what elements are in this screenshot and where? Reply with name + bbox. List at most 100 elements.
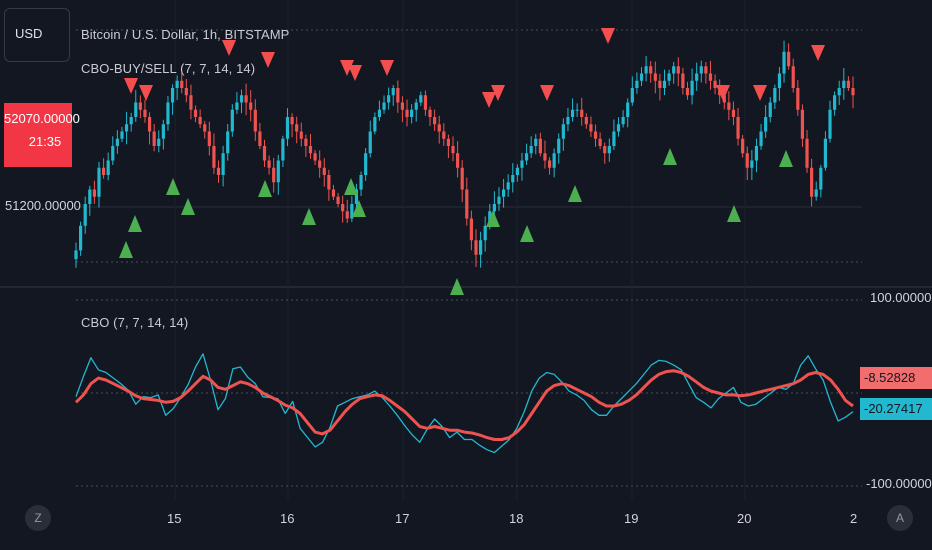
candle-body <box>331 189 336 197</box>
candle-body <box>359 175 363 190</box>
candle-body <box>782 51 786 74</box>
signal-line <box>74 369 854 441</box>
candle-body <box>327 175 331 190</box>
candle-body <box>226 131 230 154</box>
buy-signal-marker <box>663 148 677 165</box>
candle-body <box>152 131 156 146</box>
candle-body <box>313 153 317 161</box>
candle-body <box>414 102 418 110</box>
candle-body <box>230 109 234 132</box>
buy-signal-marker <box>727 205 741 222</box>
candle-body <box>341 204 345 212</box>
candle-body <box>681 73 685 88</box>
buy-signal-marker <box>352 200 366 217</box>
sell-signal-marker <box>340 60 354 76</box>
candle-body <box>635 80 639 88</box>
candle-body <box>193 109 198 117</box>
buy-signal-marker <box>119 241 133 258</box>
candle-body <box>157 138 161 146</box>
osc-axis-top: 100.00000 <box>870 290 932 305</box>
sell-signal-marker <box>601 28 615 44</box>
buy-signal-marker <box>181 198 195 215</box>
candle-body <box>543 153 547 161</box>
candle-body <box>322 167 326 175</box>
current-price-tag: 52070.00000 21:35 <box>4 103 80 167</box>
candle-body <box>570 109 575 117</box>
cbo-value-tag: -20.27417 <box>860 398 932 420</box>
candle-body <box>92 189 96 197</box>
candle-body <box>410 109 414 117</box>
candle-body <box>106 160 110 175</box>
buy-signal-marker <box>344 178 358 195</box>
sell-signal-marker <box>139 85 153 101</box>
candle-body <box>129 117 133 125</box>
candle-body <box>400 102 405 110</box>
candle-body <box>593 131 598 139</box>
candle-body <box>111 146 115 161</box>
candle-body <box>823 138 828 168</box>
candle-body <box>612 131 616 146</box>
candlestick-series <box>74 40 855 268</box>
candle-body <box>442 131 446 139</box>
candle-body <box>74 250 78 260</box>
candle-body <box>336 196 340 204</box>
candle-body <box>373 117 377 132</box>
sell-signal-marker <box>222 40 236 56</box>
candle-body <box>649 66 653 74</box>
currency-button[interactable]: USD <box>4 8 70 62</box>
candle-body <box>308 146 313 154</box>
candle-body <box>501 189 506 197</box>
candle-body <box>575 109 579 111</box>
buy-signal-marker <box>486 210 500 227</box>
candle-body <box>382 102 386 110</box>
time-axis-label: 17 <box>395 511 410 526</box>
time-axis-label: 2 <box>850 511 858 526</box>
candle-body <box>639 73 644 81</box>
candle-body <box>262 146 267 161</box>
buy-signal-marker <box>520 225 534 242</box>
symbol-title: Bitcoin / U.S. Dollar, 1h, BITSTAMP <box>81 27 290 42</box>
candle-body <box>653 73 657 81</box>
candle-body <box>212 146 216 168</box>
candle-body <box>175 80 179 88</box>
left-scale-button[interactable]: Z <box>25 505 51 531</box>
auto-scale-button[interactable]: A <box>887 505 913 531</box>
candle-body <box>750 160 754 168</box>
candle-body <box>143 109 147 117</box>
candle-body <box>387 95 391 103</box>
candle-body <box>791 66 795 88</box>
candle-body <box>695 73 699 81</box>
sell-signal-marker <box>348 65 362 81</box>
candle-body <box>244 95 248 103</box>
candle-body <box>685 88 690 96</box>
candle-body <box>837 88 841 96</box>
bar-countdown: 21:35 <box>28 134 62 149</box>
candle-body <box>621 117 625 125</box>
candle-body <box>483 225 487 241</box>
candle-body <box>423 95 428 110</box>
candle-body <box>101 167 106 175</box>
candle-body <box>354 189 359 204</box>
candle-body <box>115 138 119 146</box>
oscillator-title[interactable]: CBO (7, 7, 14, 14) <box>81 315 189 330</box>
candle-body <box>736 117 740 139</box>
candle-body <box>754 146 759 161</box>
candle-body <box>764 117 768 132</box>
candle-body <box>350 204 354 219</box>
sell-signal-marker <box>753 85 767 101</box>
indicator-title[interactable]: CBO-BUY/SELL (7, 7, 14, 14) <box>81 61 256 76</box>
buy-signal-marker <box>302 208 316 225</box>
candle-body <box>672 66 676 74</box>
candle-body <box>520 160 524 168</box>
candle-body <box>272 167 276 183</box>
price-axis-label: 51200.00000 <box>5 198 81 213</box>
candle-body <box>198 117 202 125</box>
candle-body <box>433 117 437 125</box>
candle-body <box>299 131 303 139</box>
candle-body <box>97 167 101 197</box>
candle-body <box>662 80 667 88</box>
candle-body <box>603 146 607 154</box>
candle-body <box>184 88 188 96</box>
candle-body <box>396 88 400 103</box>
candle-body <box>478 240 483 255</box>
